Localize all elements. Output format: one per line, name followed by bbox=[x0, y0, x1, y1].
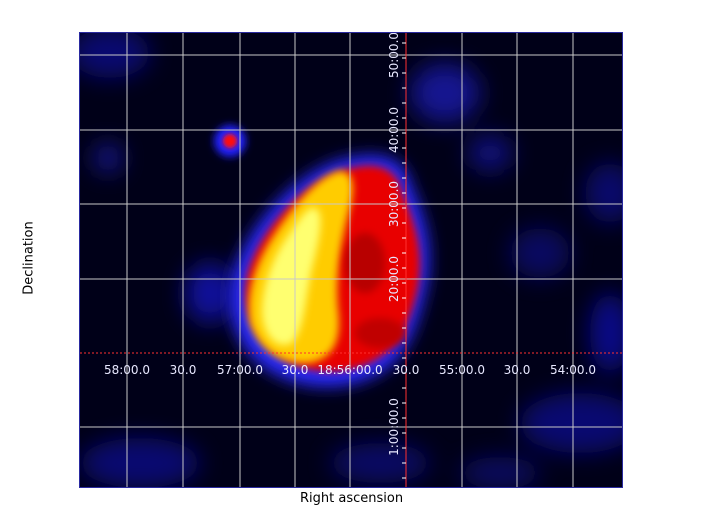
ra-tick-label: 57:00.0 bbox=[217, 363, 263, 377]
ra-tick-label: 30.0 bbox=[282, 363, 309, 377]
ra-tick-label: 55:00.0 bbox=[439, 363, 485, 377]
ra-tick-label: 30.0 bbox=[504, 363, 531, 377]
ra-tick-label: 30.0 bbox=[170, 363, 197, 377]
sky-image: 58:00.0 30.0 57:00.0 30.0 18:56:00.0 30.0 55:0… bbox=[80, 33, 622, 487]
point-source bbox=[214, 125, 246, 157]
ra-tick-label: 18:56:00.0 bbox=[317, 363, 382, 377]
sky-image-panel[interactable]: 58:00.0 30.0 57:00.0 30.0 18:56:00.0 30.0 55:0… bbox=[79, 32, 623, 488]
ra-tick-label: 54:00.0 bbox=[550, 363, 596, 377]
dec-tick-label: 1:00:00.0 bbox=[387, 398, 401, 456]
y-axis-title: Declination bbox=[21, 221, 37, 295]
x-axis-title: Right ascension bbox=[300, 491, 404, 506]
dec-tick-label: 20:00.0 bbox=[387, 256, 401, 302]
background-emission bbox=[80, 33, 622, 487]
ra-tick-label: 58:00.0 bbox=[104, 363, 150, 377]
ra-tick-label: 30.0 bbox=[393, 363, 420, 377]
dec-tick-label: 40:00.0 bbox=[387, 107, 401, 153]
coordinate-labels: 58:00.0 30.0 57:00.0 30.0 18:56:00.0 30.0 55:0… bbox=[104, 33, 596, 456]
dec-tick-label: 30:00.0 bbox=[387, 181, 401, 227]
dec-tick-label: 50:00.0 bbox=[387, 33, 401, 78]
remnant-emission bbox=[230, 155, 430, 387]
coordinate-grid bbox=[80, 33, 622, 487]
